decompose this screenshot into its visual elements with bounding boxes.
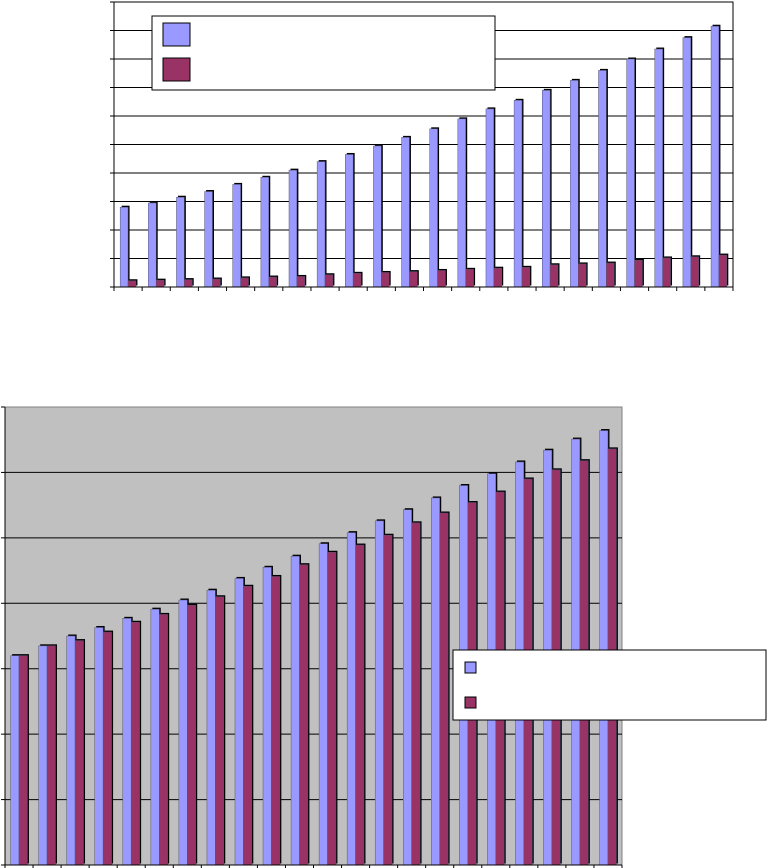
bar-series-1-cat-19 <box>626 58 635 288</box>
bar-series-2-cat-6 <box>268 276 277 288</box>
bar-series-2-cat-19 <box>634 259 643 288</box>
bar-series-1-cat-11 <box>290 555 300 866</box>
bar-series-2-cat-6 <box>159 614 168 866</box>
bar-series-1-cat-7 <box>178 599 188 866</box>
bar-series-2-cat-1 <box>18 655 28 866</box>
bar-series-2-cat-18 <box>606 262 615 288</box>
bar-series-2-cat-7 <box>187 604 196 866</box>
bar-series-1-cat-10 <box>373 145 382 288</box>
bar-series-1-cat-2 <box>148 202 157 288</box>
chart-1 <box>110 1 734 291</box>
bar-series-2-cat-15 <box>521 267 531 288</box>
bar-series-1-cat-14 <box>374 520 384 866</box>
bar-series-2-cat-4 <box>102 631 112 866</box>
chart-1-legend-swatch-series-2 <box>162 57 191 82</box>
bar-series-2-cat-1 <box>127 280 137 288</box>
bar-series-2-cat-10 <box>271 576 281 866</box>
bar-series-2-cat-9 <box>352 273 362 288</box>
chart-1-legend-swatch-series-1 <box>162 22 191 47</box>
bar-series-1-cat-11 <box>401 137 410 288</box>
bar-series-1-cat-8 <box>316 161 326 288</box>
bar-series-1-cat-3 <box>176 196 185 288</box>
bar-series-2-cat-8 <box>215 596 225 866</box>
bar-series-1-cat-5 <box>122 618 132 866</box>
bar-series-2-cat-16 <box>549 264 559 288</box>
bar-series-2-cat-17 <box>578 263 587 288</box>
bar-series-2-cat-20 <box>662 257 671 288</box>
bar-series-1-cat-8 <box>206 589 216 866</box>
bar-series-2-cat-5 <box>130 622 140 866</box>
bar-series-2-cat-3 <box>74 640 84 866</box>
chart-2-axes <box>1 406 623 868</box>
bar-series-1-cat-16 <box>431 497 440 866</box>
bar-series-1-cat-16 <box>541 90 551 288</box>
bar-series-2-cat-7 <box>296 276 306 288</box>
chart-2-legend-swatch-series-1 <box>464 661 477 674</box>
chart-2-legend <box>452 649 767 721</box>
bar-series-2-cat-16 <box>439 512 449 866</box>
bar-series-1-cat-21 <box>682 37 692 288</box>
bar-series-1-cat-17 <box>570 80 579 288</box>
bar-series-1-cat-15 <box>402 509 412 866</box>
bar-series-1-cat-6 <box>260 177 270 288</box>
bar-series-2-cat-14 <box>493 267 502 288</box>
bar-series-1-cat-9 <box>234 578 244 866</box>
bar-series-1-cat-15 <box>513 100 523 288</box>
bar-series-2-cat-14 <box>383 534 393 866</box>
bar-series-2-cat-4 <box>212 278 221 288</box>
bar-series-2-cat-21 <box>690 256 699 288</box>
bar-series-1-cat-3 <box>66 635 76 866</box>
bar-series-2-cat-13 <box>355 544 365 866</box>
chart-2-legend-box <box>452 649 767 721</box>
bar-series-2-cat-11 <box>409 271 418 288</box>
bar-series-1-cat-5 <box>232 184 241 288</box>
bar-series-1-cat-18 <box>598 70 607 288</box>
bar-series-2-cat-9 <box>243 586 253 866</box>
chart-2 <box>1 406 767 868</box>
bar-series-2-cat-12 <box>327 552 337 866</box>
bar-series-1-cat-1 <box>10 655 20 866</box>
bar-series-2-cat-2 <box>46 645 56 866</box>
bar-series-1-cat-9 <box>345 154 354 288</box>
bar-series-2-cat-11 <box>299 564 309 866</box>
bar-series-1-cat-22 <box>710 25 720 288</box>
bar-series-1-cat-13 <box>457 118 466 288</box>
bar-series-2-cat-8 <box>324 274 334 288</box>
bar-series-2-cat-15 <box>411 522 421 866</box>
bar-series-1-cat-6 <box>150 608 160 866</box>
chart-1-legend <box>151 15 496 91</box>
bar-series-1-cat-1 <box>119 206 129 288</box>
chart-1-legend-box <box>151 15 496 91</box>
bar-series-2-cat-5 <box>240 277 249 288</box>
chart-1-axes <box>110 1 734 291</box>
bar-series-1-cat-7 <box>288 169 298 288</box>
bar-series-1-cat-4 <box>204 191 213 288</box>
bar-series-2-cat-22 <box>718 254 728 288</box>
bar-series-1-cat-22 <box>599 430 609 866</box>
chart-1-bars <box>119 24 729 288</box>
bar-series-2-cat-12 <box>437 270 446 288</box>
bar-series-2-cat-10 <box>381 272 390 288</box>
bar-series-2-cat-3 <box>184 279 193 288</box>
bar-series-1-cat-4 <box>94 627 104 866</box>
bar-series-1-cat-14 <box>485 108 495 288</box>
chart-2-legend-swatch-series-2 <box>464 696 477 709</box>
bar-series-1-cat-20 <box>654 48 663 288</box>
bar-series-1-cat-12 <box>429 128 438 288</box>
bar-series-1-cat-10 <box>262 567 272 866</box>
bar-series-1-cat-13 <box>346 532 356 866</box>
bar-series-1-cat-12 <box>318 543 328 866</box>
bar-series-1-cat-2 <box>38 645 48 866</box>
bar-series-2-cat-13 <box>465 269 474 288</box>
bar-series-2-cat-2 <box>155 279 165 288</box>
